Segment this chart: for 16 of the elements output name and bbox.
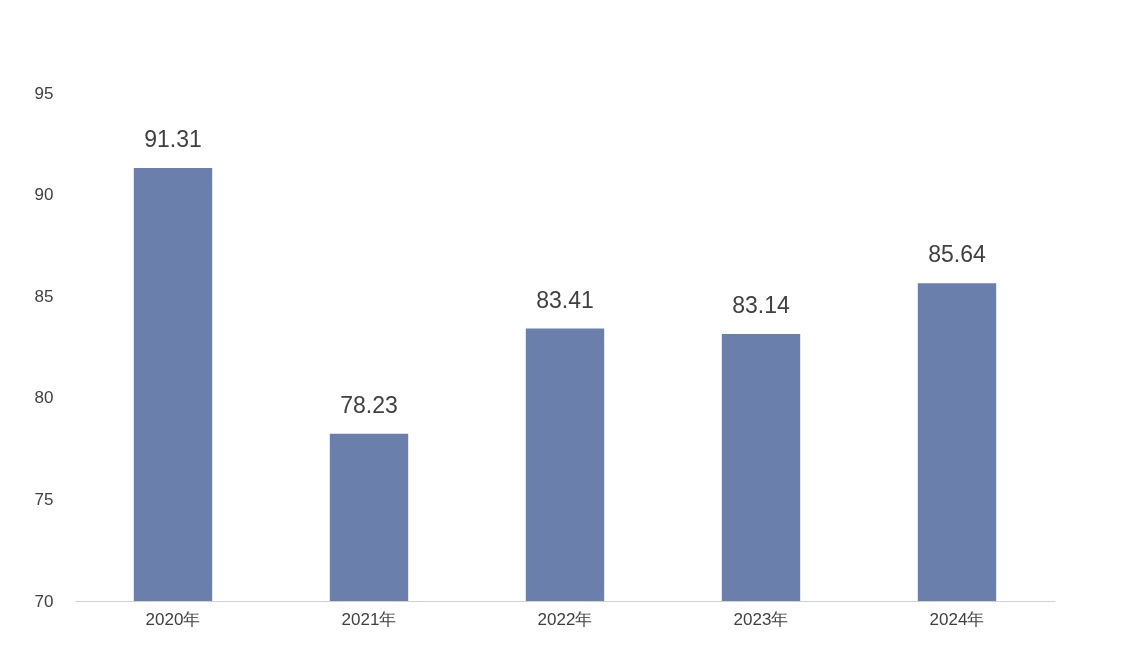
- y-tick-label: 70: [34, 591, 54, 611]
- data-label: 83.14: [732, 292, 790, 318]
- y-tick-label: 75: [34, 489, 54, 509]
- data-label: 85.64: [928, 241, 986, 268]
- x-tick-label: 2024年: [929, 609, 985, 629]
- data-label: 78.23: [340, 391, 398, 418]
- y-tick-label: 95: [34, 83, 54, 103]
- y-tick-label: 90: [34, 185, 54, 205]
- x-tick-label: 2020年: [145, 609, 201, 629]
- data-label: 91.31: [144, 125, 202, 152]
- y-tick-label: 85: [34, 286, 54, 306]
- y-tick-label: 80: [34, 388, 54, 408]
- x-tick-label: 2021年: [341, 609, 397, 629]
- x-tick-label: 2023年: [733, 609, 789, 629]
- data-label: 83.41: [536, 286, 594, 313]
- x-tick-label: 2022年: [537, 609, 593, 629]
